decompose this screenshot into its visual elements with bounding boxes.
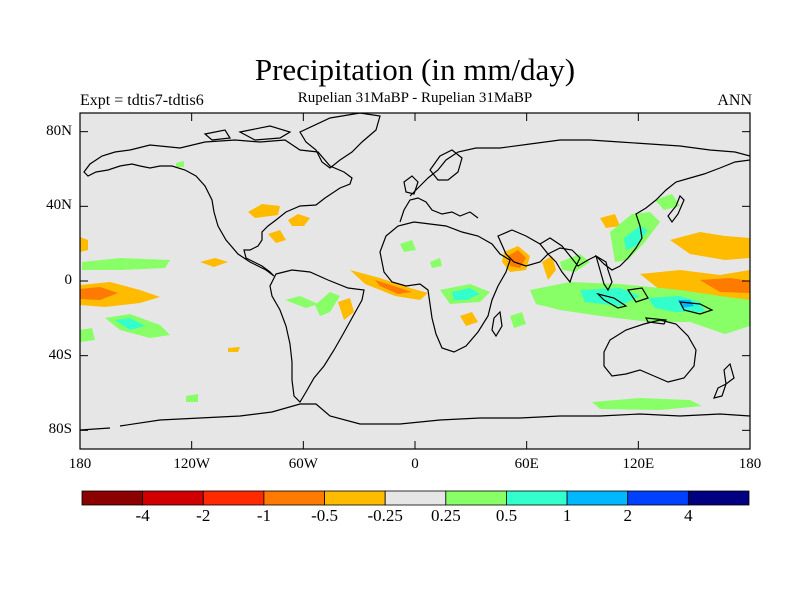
anomaly-patch: [624, 226, 648, 250]
coastline: [80, 427, 111, 431]
colorbar-swatch: [142, 490, 204, 506]
coastline: [83, 139, 353, 277]
colorbar-label: 1: [562, 506, 572, 525]
colorbar-label: -2: [196, 506, 211, 525]
anomaly-patch: [400, 240, 416, 252]
coastline: [379, 221, 511, 353]
coastline: [491, 310, 503, 338]
x-tick-label: 0: [411, 456, 419, 472]
anomaly-patch: [430, 258, 442, 268]
coastline: [546, 247, 581, 284]
coastline: [409, 139, 750, 197]
anomaly-patch: [592, 398, 702, 410]
anomaly-patch: [80, 237, 88, 252]
y-tick-label: 40S: [48, 346, 72, 363]
anomaly-patch: [338, 298, 354, 320]
colorbar-swatch: [202, 490, 265, 506]
coastline: [713, 382, 728, 399]
colorbar-label: 0.5: [495, 506, 518, 525]
anomaly-patch: [670, 232, 750, 260]
colorbar-label: -4: [135, 506, 150, 525]
anomaly-patch: [248, 204, 280, 218]
y-tick-label: 80N: [46, 122, 72, 139]
coastlines: [80, 113, 750, 431]
colorbar-label: 4: [684, 506, 693, 525]
colorbar-swatch: [81, 490, 144, 506]
coastline: [596, 292, 628, 309]
anomaly-patch: [700, 278, 750, 293]
x-tick-label: 120E: [622, 456, 655, 472]
anomaly-patch: [200, 258, 228, 267]
colorbar-swatch: [627, 490, 689, 506]
anomaly-patch: [228, 347, 240, 352]
x-tick-label: 120W: [173, 456, 210, 472]
axis-ticks: [79, 113, 751, 449]
season-label: ANN: [717, 92, 752, 109]
anomaly-patch: [268, 230, 286, 243]
colorbar-swatch: [506, 490, 568, 506]
anomaly-patch: [655, 194, 680, 210]
colorbar-swatch: [445, 490, 507, 506]
coastline: [429, 149, 463, 181]
anomaly-patch: [508, 250, 526, 268]
anomaly-patch: [452, 288, 480, 300]
y-tick-label: 40N: [46, 197, 72, 214]
x-tick-label: 60E: [514, 456, 539, 472]
anomaly-patch: [640, 270, 750, 302]
x-tick-label: 180: [68, 456, 92, 472]
y-tick-label: 80S: [48, 421, 72, 438]
colorbar-swatch: [384, 490, 447, 506]
colorbar: [81, 490, 750, 506]
anomaly-patch: [460, 312, 478, 326]
coastline: [119, 403, 750, 427]
anomaly-patch: [115, 318, 145, 330]
coastline: [269, 269, 365, 403]
anomaly-patch: [176, 161, 184, 167]
anomaly-patch: [285, 296, 318, 308]
anomaly-patch: [315, 292, 340, 316]
anomaly-patch: [510, 312, 526, 328]
x-tick-label: 60W: [288, 456, 318, 472]
y-tick-label: 0: [64, 272, 73, 288]
coastline: [238, 125, 292, 141]
coastline: [626, 287, 649, 303]
coastline: [595, 254, 613, 292]
chart-title: Precipitation (in mm/day): [254, 52, 576, 87]
coastline: [403, 175, 419, 195]
anomaly-patch: [186, 394, 198, 402]
coastline: [299, 113, 381, 169]
coastline: [667, 194, 685, 224]
x-tick-label: 180: [738, 456, 762, 472]
colorbar-label: 0.25: [430, 506, 461, 525]
precipitation-anomaly-patches: [80, 161, 750, 410]
coastline: [497, 229, 549, 267]
coastline: [678, 301, 714, 315]
anomaly-patch: [288, 214, 310, 226]
coastline: [644, 317, 667, 325]
map-background: [80, 113, 750, 449]
anomaly-patch: [600, 214, 620, 228]
experiment-label: Expt = tdtis7-tdtis6: [80, 92, 204, 109]
anomaly-patch: [648, 296, 705, 312]
coastline: [399, 197, 479, 223]
coastline: [203, 129, 232, 141]
chart-subtitle: Rupelian 31MaBP - Rupelian 31MaBP: [297, 90, 533, 106]
anomaly-patch: [375, 280, 412, 294]
coastline: [603, 319, 697, 383]
colorbar-label: -0.5: [311, 506, 338, 525]
anomaly-patch: [82, 258, 170, 270]
colorbar-swatch: [687, 490, 750, 506]
colorbar-label: -1: [256, 506, 271, 525]
colorbar-swatch: [324, 490, 386, 506]
anomaly-patch: [80, 328, 95, 342]
colorbar-swatch: [263, 490, 325, 506]
colorbar-label: 2: [623, 506, 632, 525]
anomaly-patch: [80, 287, 118, 300]
colorbar-swatch: [566, 490, 629, 506]
anomaly-patch: [542, 256, 556, 280]
colorbar-label: -0.25: [367, 506, 403, 525]
coastline: [723, 362, 735, 386]
